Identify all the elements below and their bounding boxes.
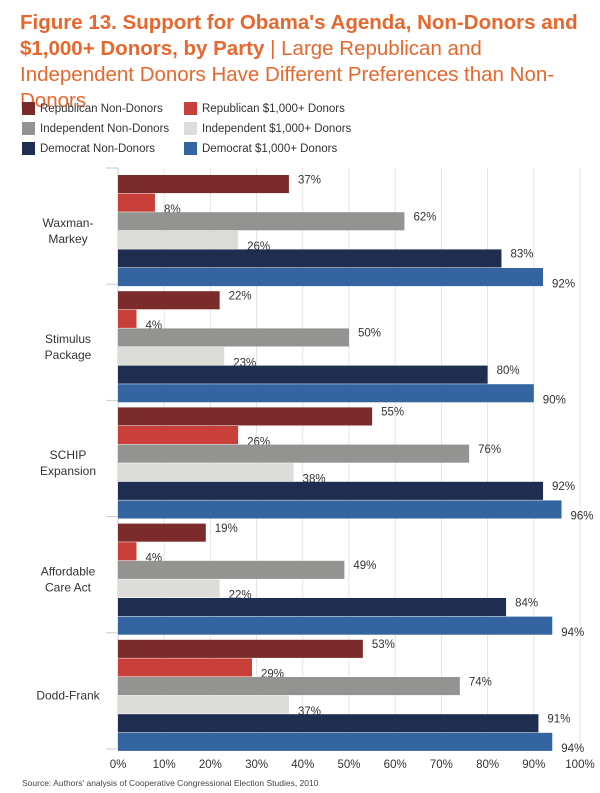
legend-swatch: [184, 102, 197, 115]
bar: [118, 328, 349, 347]
data-label: 19%: [215, 523, 238, 535]
data-label: 55%: [381, 407, 404, 419]
legend-swatch: [22, 122, 35, 135]
bar: [118, 695, 289, 714]
bar: [118, 212, 405, 231]
source-note: Source: Authors' analysis of Cooperative…: [22, 778, 319, 788]
bar: [118, 444, 470, 463]
category-label: Expansion: [40, 464, 96, 478]
legend-swatch: [184, 142, 197, 155]
x-tick-label: 30%: [245, 759, 268, 771]
data-label: 50%: [358, 328, 381, 340]
bar: [118, 365, 488, 384]
legend-label: Independent Non-Donors: [40, 122, 170, 135]
data-label: 80%: [497, 365, 520, 377]
bar: [118, 407, 373, 426]
bar: [118, 714, 539, 733]
legend-label: Democrat $1,000+ Donors: [202, 142, 338, 155]
category-label: Waxman-: [43, 216, 94, 230]
bar: [118, 291, 220, 310]
legend-item: Democrat Non-Donors: [22, 142, 155, 155]
data-label: 76%: [478, 444, 501, 456]
legend-swatch: [184, 122, 197, 135]
data-label: 62%: [413, 212, 436, 224]
data-label: 90%: [543, 395, 566, 407]
bar: [118, 560, 345, 579]
chart-title: Figure 13. Support for Obama's Agenda, N…: [20, 11, 578, 112]
bar: [118, 268, 544, 287]
bar: [118, 481, 544, 500]
x-tick-label: 50%: [337, 759, 360, 771]
x-tick-label: 70%: [430, 759, 453, 771]
data-label: 94%: [561, 627, 584, 639]
data-label: 74%: [469, 676, 492, 688]
x-tick-label: 10%: [153, 759, 176, 771]
bar: [118, 732, 553, 751]
x-tick-label: 40%: [291, 759, 314, 771]
legend-swatch: [22, 142, 35, 155]
bar: [118, 309, 137, 328]
bar: [118, 523, 206, 542]
bar: [118, 384, 534, 403]
data-label: 83%: [510, 249, 533, 261]
data-label: 53%: [372, 639, 395, 651]
legend-item: Republican $1,000+ Donors: [184, 102, 345, 115]
x-tick-label: 100%: [565, 759, 594, 771]
bar: [118, 175, 289, 194]
bar: [118, 249, 502, 268]
legend-item: Democrat $1,000+ Donors: [184, 142, 337, 155]
x-tick-label: 90%: [522, 759, 545, 771]
bar: [118, 598, 507, 617]
bar: [118, 542, 137, 561]
bar: [118, 500, 562, 519]
category-label: Dodd-Frank: [36, 689, 100, 703]
x-tick-label: 80%: [476, 759, 499, 771]
legend-item: Independent $1,000+ Donors: [184, 122, 351, 135]
data-label: 37%: [298, 174, 321, 186]
bar: [118, 639, 363, 658]
legend-item: Republican Non-Donors: [22, 102, 163, 115]
bar: [118, 658, 252, 677]
legend-label: Republican $1,000+ Donors: [202, 102, 345, 115]
bar: [118, 677, 460, 696]
category-label: Markey: [48, 232, 87, 246]
legend-item: Independent Non-Donors: [22, 122, 169, 135]
data-label: 49%: [353, 560, 376, 572]
data-label: 94%: [561, 743, 584, 755]
legend-label: Democrat Non-Donors: [40, 142, 156, 155]
data-label: 84%: [515, 597, 538, 609]
category-label: Package: [45, 348, 92, 362]
data-label: 92%: [552, 481, 575, 493]
data-label: 92%: [552, 278, 575, 290]
chart-subtitle: Large Republican and Independent Donors …: [20, 37, 555, 112]
bar: [118, 616, 553, 635]
category-label: Stimulus: [45, 332, 91, 346]
x-tick-label: 0%: [110, 759, 127, 771]
legend-swatch: [22, 102, 35, 115]
data-label: 22%: [229, 291, 252, 303]
bar: [118, 230, 239, 249]
legend-label: Republican Non-Donors: [40, 102, 163, 115]
bar: [118, 579, 220, 598]
bar: [118, 347, 225, 366]
x-tick-label: 60%: [384, 759, 407, 771]
category-label: Care Act: [45, 580, 92, 594]
category-label: Affordable: [41, 564, 96, 578]
bar: [118, 463, 294, 482]
bar: [118, 426, 239, 445]
x-tick-label: 20%: [199, 759, 222, 771]
legend-label: Independent $1,000+ Donors: [202, 122, 352, 135]
category-label: SCHIP: [50, 448, 87, 462]
data-label: 96%: [571, 511, 594, 523]
bar: [118, 193, 155, 212]
data-label: 91%: [547, 714, 570, 726]
